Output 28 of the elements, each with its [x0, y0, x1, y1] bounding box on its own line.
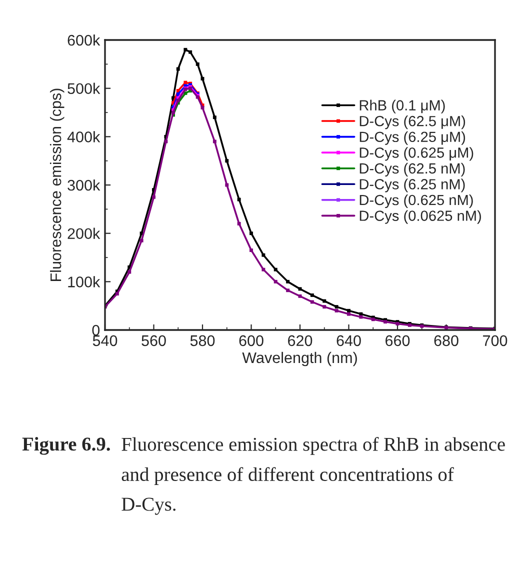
legend-label: RhB (0.1 μM) [360, 100, 445, 114]
text: Fluorescence emission spectra of RhB in absence and presence of different concentrations of D-Cys. [122, 437, 505, 515]
y-tick-label: 300k [68, 179, 100, 191]
legend-label: D-Cys (0.625 nM) [360, 194, 473, 208]
y-tick-label: 400k [67, 131, 100, 142]
legend-label: D-Cys (6.25 nM) [360, 178, 465, 192]
x-tick-label: 620 [288, 335, 312, 346]
y-tick-label: 500k [68, 82, 100, 94]
y-tick-label: 200k [68, 228, 100, 240]
x-tick-label: 680 [434, 335, 458, 346]
x-tick-label: 700 [483, 335, 508, 346]
x-tick-label: 640 [336, 335, 361, 346]
legend-label: D-Cys (0.0625 nM) [360, 210, 481, 224]
y-tick-label: 600k [68, 34, 100, 46]
x-tick-label: 660 [386, 335, 410, 346]
x-axis-title: Wavelength (nm) [242, 352, 357, 366]
legend-label: D-Cys (6.25 μM) [360, 131, 466, 145]
x-tick-label: 560 [142, 335, 166, 346]
x-tick-label: 600 [239, 335, 264, 346]
caption: Figure 6.9. [22, 437, 110, 455]
y-axis-title: Fluorescence emission (cps) [50, 88, 64, 281]
y-tick-label: 100k [68, 276, 100, 288]
x-tick-label: 580 [190, 335, 215, 346]
y-tick-label: 0 [92, 324, 100, 336]
legend-label: D-Cys (62.5 nM) [360, 162, 465, 176]
legend-label: D-Cys (0.625 μM) [360, 147, 474, 161]
legend-label: D-Cys (62.5 μM) [360, 116, 466, 130]
x-tick-label: 540 [92, 335, 118, 346]
